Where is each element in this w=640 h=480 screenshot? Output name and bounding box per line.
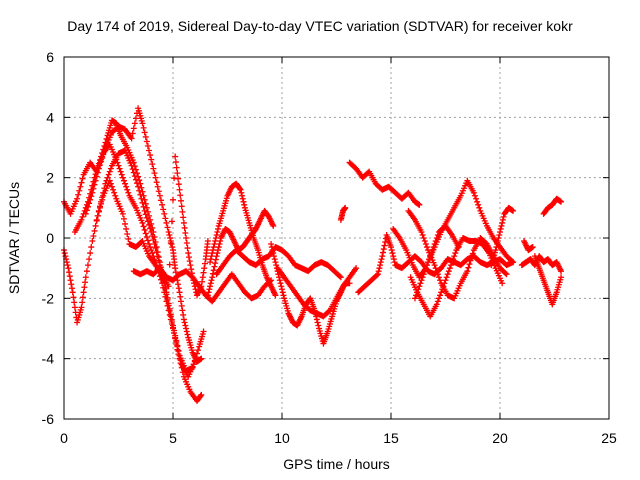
- x-axis-label: GPS time / hours: [283, 456, 390, 472]
- data-series-track-18: [390, 222, 462, 281]
- data-series-track-4: [82, 105, 205, 365]
- chart-title: Day 174 of 2019, Sidereal Day-to-day VTE…: [67, 18, 573, 34]
- data-series-track-12: [337, 204, 349, 223]
- x-tick-label: 20: [492, 430, 508, 446]
- data-series-track-6: [130, 265, 275, 305]
- y-tick-label: -6: [42, 411, 55, 427]
- y-tick-label: 6: [46, 49, 54, 65]
- data-series-track-20: [518, 253, 565, 275]
- data-series-track-7: [207, 180, 279, 299]
- y-tick-label: 4: [46, 109, 54, 125]
- y-tick-label: 0: [46, 230, 54, 246]
- data-series-track-13: [346, 159, 423, 208]
- data-series-track-22: [520, 238, 536, 254]
- x-tick-label: 0: [60, 430, 68, 446]
- data-series-track-19: [488, 204, 517, 269]
- y-tick-label: 2: [46, 170, 54, 186]
- data-series-track-11: [274, 265, 360, 320]
- data-series-track-8: [204, 207, 277, 299]
- y-axis-label: SDTVAR / TECUs: [6, 181, 22, 295]
- data-series-track-21: [540, 195, 565, 217]
- x-tick-label: 5: [169, 430, 177, 446]
- x-tick-label: 10: [274, 430, 290, 446]
- y-tick-label: -4: [42, 351, 55, 367]
- x-tick-label: 15: [383, 430, 399, 446]
- x-tick-label: 25: [601, 430, 617, 446]
- data-series-track-23: [531, 253, 565, 308]
- y-tick-label: -2: [42, 290, 55, 306]
